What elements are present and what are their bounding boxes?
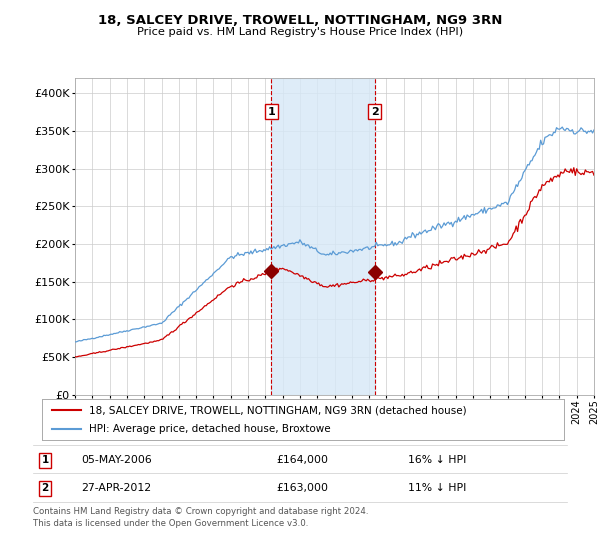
Text: 18, SALCEY DRIVE, TROWELL, NOTTINGHAM, NG9 3RN (detached house): 18, SALCEY DRIVE, TROWELL, NOTTINGHAM, N… [89,405,467,415]
Text: Contains HM Land Registry data © Crown copyright and database right 2024.: Contains HM Land Registry data © Crown c… [33,507,368,516]
Text: 1: 1 [41,455,49,465]
Text: £163,000: £163,000 [276,483,328,493]
Text: HPI: Average price, detached house, Broxtowe: HPI: Average price, detached house, Brox… [89,424,331,433]
Text: This data is licensed under the Open Government Licence v3.0.: This data is licensed under the Open Gov… [33,519,308,528]
Text: Price paid vs. HM Land Registry's House Price Index (HPI): Price paid vs. HM Land Registry's House … [137,27,463,37]
Text: 16% ↓ HPI: 16% ↓ HPI [408,455,466,465]
Bar [271,78,374,395]
Text: 1: 1 [268,106,275,116]
Text: 2: 2 [371,106,379,116]
Text: 18, SALCEY DRIVE, TROWELL, NOTTINGHAM, NG9 3RN: 18, SALCEY DRIVE, TROWELL, NOTTINGHAM, N… [98,14,502,27]
Text: 27-APR-2012: 27-APR-2012 [81,483,151,493]
Text: 2: 2 [41,483,49,493]
Text: 11% ↓ HPI: 11% ↓ HPI [408,483,466,493]
Text: 05-MAY-2006: 05-MAY-2006 [81,455,152,465]
Text: £164,000: £164,000 [276,455,328,465]
